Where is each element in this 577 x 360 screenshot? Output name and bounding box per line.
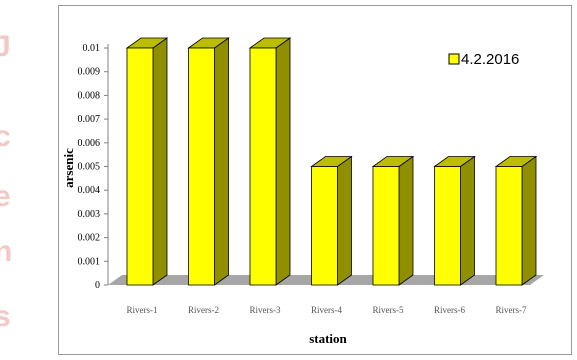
x-tick-label: Rivers-6 — [434, 305, 465, 315]
legend-swatch — [448, 53, 460, 65]
y-tick-label: 0.002 — [78, 233, 101, 244]
y-tick-label: 0.008 — [78, 90, 101, 101]
bar — [494, 155, 538, 286]
y-tick-label: 0.001 — [78, 256, 101, 267]
x-axis-title: station — [309, 331, 347, 346]
legend-label: 4.2.2016 — [461, 51, 519, 68]
bar — [310, 155, 353, 286]
y-tick-label: 0.009 — [78, 67, 101, 78]
x-tick-label: Rivers-1 — [127, 305, 158, 315]
x-tick-label: Rivers-5 — [373, 305, 404, 315]
bar-front — [311, 166, 338, 286]
bar — [248, 37, 292, 286]
bar — [125, 37, 169, 286]
bar — [433, 155, 476, 286]
x-tick-label: Rivers-7 — [496, 305, 527, 315]
bar-side — [152, 37, 168, 286]
watermark-fragment: e — [0, 180, 11, 213]
x-tick-label: Rivers-2 — [188, 305, 219, 315]
y-tick-label: 0.007 — [78, 114, 101, 125]
watermark-fragment: s — [0, 300, 11, 333]
y-tick-label: 0.01 — [83, 43, 101, 54]
bar — [187, 37, 230, 286]
bar-side — [460, 155, 475, 286]
y-tick-label: 0.004 — [78, 185, 101, 196]
bar-side — [398, 155, 414, 286]
y-tick-label: 0.006 — [78, 138, 101, 149]
y-tick-label: 0.005 — [78, 162, 101, 173]
x-tick-label: Rivers-4 — [311, 305, 342, 315]
bar — [371, 155, 415, 286]
bar-front — [126, 47, 154, 286]
legend: 4.2.2016 — [448, 51, 519, 68]
x-tick-label: Rivers-3 — [250, 305, 281, 315]
watermark-fragment: n — [0, 235, 13, 268]
y-tick-label: 0 — [95, 280, 100, 291]
bar-side — [275, 37, 291, 286]
bar-front — [495, 166, 523, 286]
bar-side — [521, 155, 537, 286]
bar-front — [188, 47, 215, 286]
bar-front — [372, 166, 400, 286]
bar-front — [434, 166, 461, 286]
bar-side — [214, 37, 229, 286]
bar-front — [249, 47, 277, 286]
y-tick-label: 0.003 — [78, 209, 101, 220]
watermark-fragment: c — [0, 120, 11, 153]
y-axis-title: arsenic — [61, 148, 76, 188]
bar-side — [337, 155, 352, 286]
watermark-fragment: J — [0, 30, 11, 63]
